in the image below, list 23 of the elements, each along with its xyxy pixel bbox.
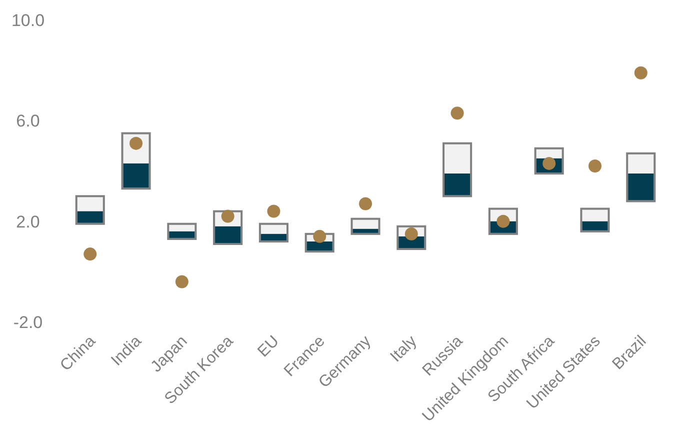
point xyxy=(175,275,188,288)
bar xyxy=(352,228,378,233)
y-tick-label: 2.0 xyxy=(16,212,40,232)
point xyxy=(359,197,372,210)
bar xyxy=(260,234,286,240)
point xyxy=(84,248,97,261)
point xyxy=(267,204,280,218)
point xyxy=(450,106,464,120)
point xyxy=(588,159,602,172)
bar xyxy=(77,211,103,223)
bar xyxy=(628,174,654,200)
y-tick-label: -2.0 xyxy=(13,312,43,332)
bar xyxy=(582,221,608,230)
point xyxy=(130,136,143,150)
x-tick-label: Italy xyxy=(387,332,420,366)
bar xyxy=(215,226,241,243)
bar xyxy=(444,174,470,196)
x-tick-label: EU xyxy=(254,332,283,361)
y-tick-label: 10.0 xyxy=(11,10,45,30)
bar xyxy=(123,163,149,188)
point xyxy=(221,210,234,223)
point xyxy=(634,66,648,80)
y-tick-label: 6.0 xyxy=(16,112,40,131)
